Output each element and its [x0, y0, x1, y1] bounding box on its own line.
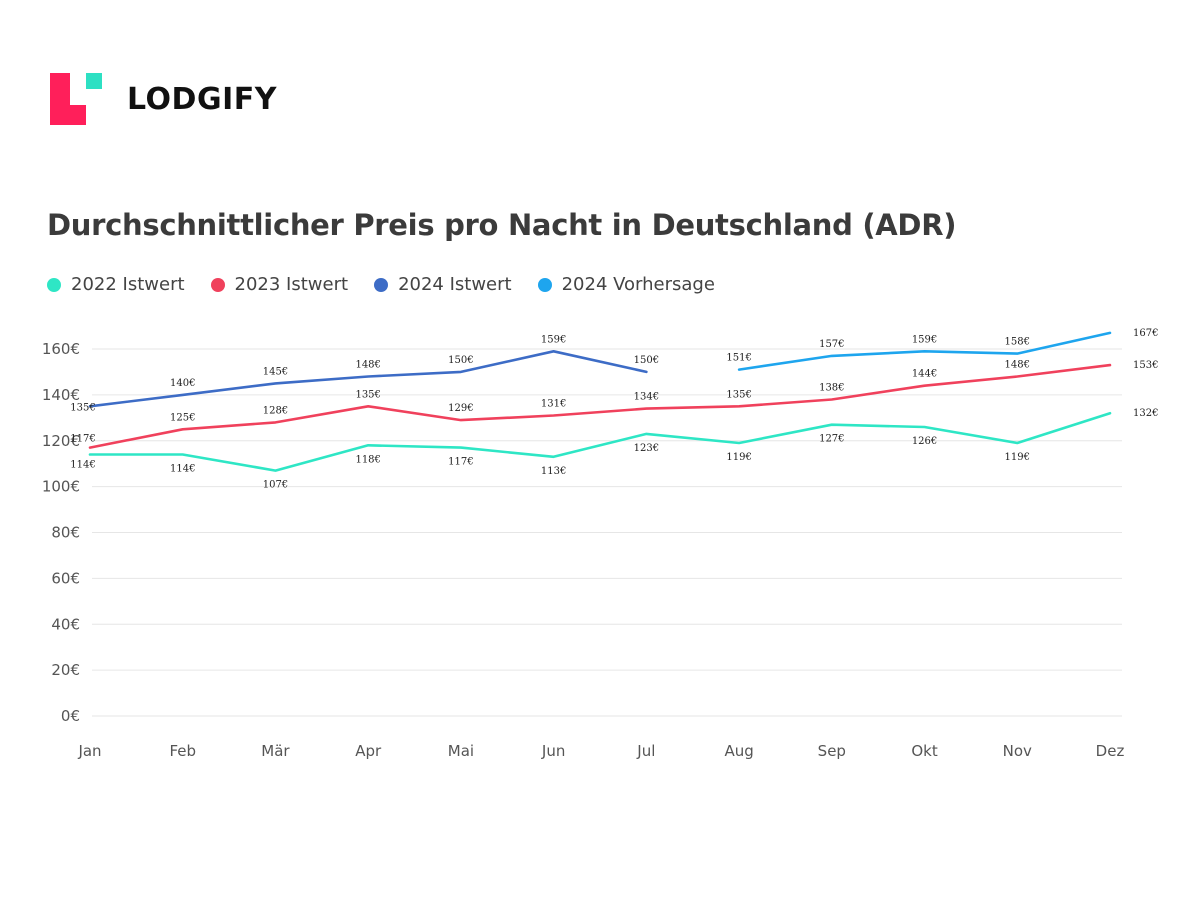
- data-label: 119€: [726, 452, 751, 463]
- x-tick-label: Feb: [169, 742, 196, 760]
- data-label: 153€: [1133, 360, 1158, 371]
- data-label: 117€: [448, 457, 473, 468]
- x-tick-label: Aug: [724, 742, 753, 760]
- data-label: 129€: [448, 403, 473, 414]
- y-tick-label: 0€: [61, 707, 80, 725]
- data-label: 134€: [634, 392, 659, 403]
- legend-item-2: 2024 Istwert: [374, 274, 512, 295]
- y-tick-label: 140€: [42, 386, 80, 404]
- x-tick-label: Jul: [636, 742, 655, 760]
- data-label: 157€: [819, 339, 844, 350]
- legend-dot-icon: [210, 277, 225, 292]
- y-tick-label: 160€: [42, 340, 80, 358]
- y-tick-label: 80€: [51, 524, 80, 542]
- data-label: 140€: [170, 378, 195, 389]
- series-line-3: [737, 331, 1112, 371]
- data-label: 113€: [541, 466, 566, 477]
- data-label: 158€: [1005, 337, 1030, 348]
- x-tick-label: Okt: [911, 742, 937, 760]
- legend-dot-icon: [537, 277, 552, 292]
- data-label: 135€: [355, 389, 380, 400]
- data-label: 132€: [1133, 408, 1158, 419]
- legend-label: 2023 Istwert: [234, 274, 349, 295]
- data-label: 127€: [819, 434, 844, 445]
- data-label: 114€: [170, 464, 195, 475]
- lodgify-logo-icon: [50, 73, 102, 125]
- legend-label: 2022 Istwert: [71, 274, 185, 295]
- series-line-2: [88, 350, 648, 408]
- data-label: 138€: [819, 382, 844, 393]
- data-label: 119€: [1005, 452, 1030, 463]
- x-tick-label: Jun: [541, 742, 565, 760]
- data-label: 150€: [448, 355, 473, 366]
- data-label: 145€: [263, 366, 288, 377]
- legend-label: 2024 Vorhersage: [561, 274, 715, 295]
- data-label: 150€: [634, 355, 659, 366]
- data-label: 159€: [541, 334, 566, 345]
- data-label: 123€: [634, 443, 659, 454]
- legend-item-3: 2024 Vorhersage: [537, 274, 715, 295]
- data-label: 135€: [726, 389, 751, 400]
- data-label: 107€: [263, 480, 288, 491]
- data-label: 131€: [541, 399, 566, 410]
- x-tick-label: Sep: [818, 742, 846, 760]
- chart-title: Durchschnittlicher Preis pro Nacht in De…: [47, 208, 957, 242]
- legend-item-0: 2022 Istwert: [47, 274, 185, 295]
- data-label: 117€: [70, 434, 95, 445]
- legend-item-1: 2023 Istwert: [210, 274, 349, 295]
- data-label: 148€: [355, 360, 380, 371]
- x-tick-label: Jan: [77, 742, 101, 760]
- y-tick-label: 100€: [42, 478, 80, 496]
- y-tick-label: 40€: [51, 615, 80, 633]
- data-label: 114€: [70, 460, 95, 471]
- data-label: 126€: [912, 436, 937, 447]
- data-label: 159€: [912, 334, 937, 345]
- series-line-1: [88, 363, 1112, 449]
- data-label: 128€: [263, 405, 288, 416]
- series-line-0: [88, 411, 1112, 472]
- data-label: 167€: [1133, 328, 1158, 339]
- chart-legend: 2022 Istwert 2023 Istwert 2024 Istwert 2024…: [47, 274, 741, 295]
- data-label: 148€: [1005, 360, 1030, 371]
- data-label: 125€: [170, 412, 195, 423]
- legend-dot-icon: [374, 277, 389, 292]
- y-tick-label: 120€: [42, 432, 80, 450]
- brand-logo: LODGIFY: [50, 73, 277, 125]
- x-tick-label: Mai: [448, 742, 474, 760]
- data-label: 118€: [355, 454, 380, 465]
- y-tick-label: 20€: [51, 661, 80, 679]
- data-label: 151€: [726, 353, 751, 364]
- brand-name: LODGIFY: [127, 81, 277, 117]
- x-tick-label: Dez: [1096, 742, 1125, 760]
- data-label: 135€: [70, 402, 95, 413]
- data-label: 144€: [912, 369, 937, 380]
- y-tick-label: 60€: [51, 569, 80, 587]
- x-tick-label: Apr: [355, 742, 382, 760]
- legend-dot-icon: [47, 277, 61, 292]
- x-tick-label: Mär: [261, 742, 290, 760]
- legend-label: 2024 Istwert: [398, 274, 512, 295]
- x-tick-label: Nov: [1003, 742, 1032, 760]
